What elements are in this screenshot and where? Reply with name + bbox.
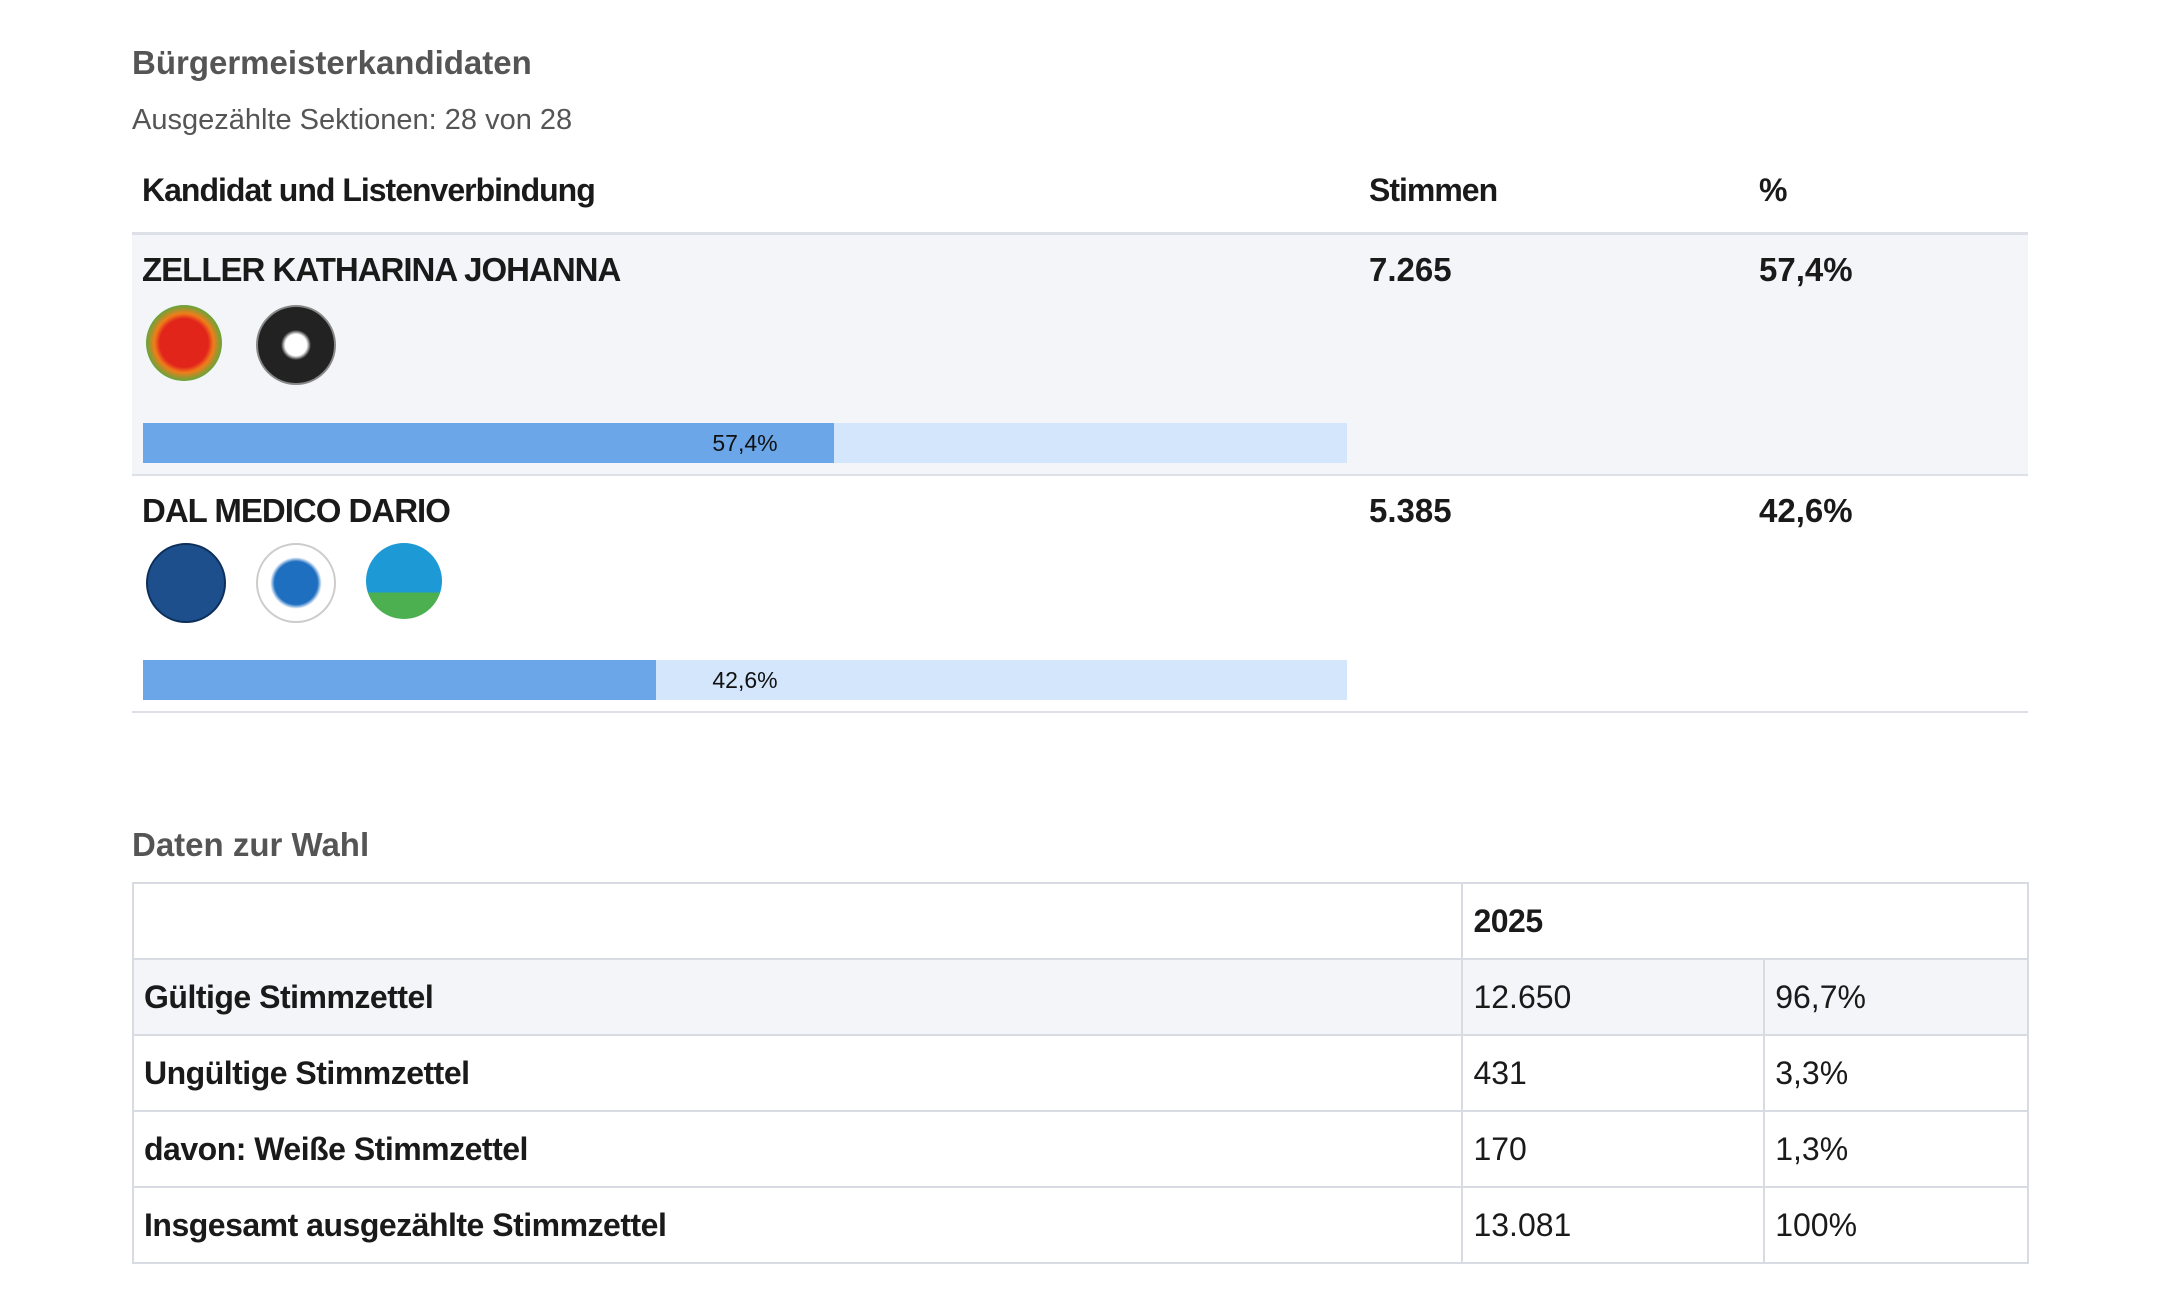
- column-header: Stimmen: [1369, 172, 1498, 208]
- table-row: Ungültige Stimmzettel 431 3,3%: [131, 1034, 2029, 1112]
- cell: 12.650: [1461, 958, 1766, 1036]
- party-logo: [256, 543, 336, 623]
- section-title: Daten zur Wahl: [132, 826, 370, 863]
- column-header: Kandidat und Listenverbindung: [142, 172, 596, 208]
- table-row: davon: Weiße Stimmzettel 170 1,3%: [131, 1110, 2029, 1188]
- divider: [132, 711, 2028, 713]
- section-title: Bürgermeisterkandidaten: [132, 44, 532, 81]
- row-label: Ungültige Stimmzettel: [131, 1034, 1464, 1112]
- divider: [132, 232, 2028, 235]
- row-label: davon: Weiße Stimmzettel: [131, 1110, 1464, 1188]
- cell: [131, 882, 1464, 960]
- party-logo: [366, 543, 442, 619]
- table-header: 2025: [131, 882, 2029, 960]
- election-table: 2025 Gültige Stimmzettel 12.650 96,7% Ungül…: [131, 882, 2029, 1264]
- bar-label: 42,6%: [712, 667, 778, 693]
- bar-track: 42,6%: [143, 660, 1347, 700]
- cell: 96,7%: [1763, 958, 2029, 1036]
- percent-bar: [143, 423, 835, 463]
- table-row: Insgesamt ausgezählte Stimmzettel 13.081 1…: [131, 1186, 2029, 1264]
- percent: 42,6%: [1759, 492, 1853, 529]
- bar-label: 57,4%: [712, 430, 778, 456]
- year-header: 2025: [1461, 882, 2029, 960]
- party-logo: [146, 305, 222, 381]
- party-logo: [256, 305, 336, 385]
- table-row: Gültige Stimmzettel 12.650 96,7%: [131, 958, 2029, 1036]
- cell: 13.081: [1461, 1186, 1766, 1264]
- votes: 5.385: [1369, 492, 1452, 529]
- bar-track: 57,4%: [143, 423, 1347, 463]
- cell: 170: [1461, 1110, 1766, 1188]
- votes: 7.265: [1369, 251, 1452, 288]
- candidate-name: DAL MEDICO DARIO: [142, 492, 451, 529]
- cell: 1,3%: [1763, 1110, 2029, 1188]
- percent: 57,4%: [1759, 251, 1853, 288]
- cell: 100%: [1763, 1186, 2029, 1264]
- candidate-name: ZELLER KATHARINA JOHANNA: [142, 251, 621, 288]
- party-logo: [146, 543, 226, 623]
- column-header: %: [1759, 172, 1787, 208]
- cell: 431: [1461, 1034, 1766, 1112]
- percent-bar: [143, 660, 656, 700]
- table-body: Gültige Stimmzettel 12.650 96,7% Ungültige …: [131, 958, 2029, 1264]
- divider: [132, 474, 2028, 476]
- row-label: Gültige Stimmzettel: [131, 958, 1464, 1036]
- subtitle: Ausgezählte Sektionen: 28 von 28: [132, 104, 573, 136]
- row-label: Insgesamt ausgezählte Stimmzettel: [131, 1186, 1464, 1264]
- cell: 3,3%: [1763, 1034, 2029, 1112]
